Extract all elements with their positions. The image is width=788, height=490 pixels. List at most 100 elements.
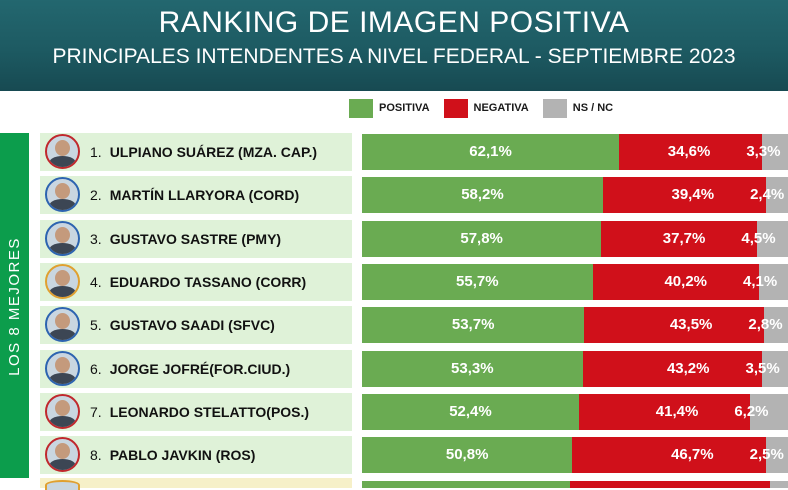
chart-row: 5. GUSTAVO SAADI (SFVC) 53,7% 43,5% 2,8%: [0, 306, 788, 344]
bar-segment-negative: 39,4%: [602, 177, 767, 213]
chart-row: 2. MARTÍN LLARYORA (CORD) 58,2% 39,4% 2,4%: [0, 176, 788, 214]
bar-segment-nsnc: [762, 134, 788, 170]
bar-label-nsnc: 4,1%: [743, 273, 778, 290]
avatar-head: [55, 443, 70, 459]
avatar-body: [49, 286, 76, 297]
legend-label-nsnc: NS / NC: [572, 102, 614, 114]
category-label: 1. ULPIANO SUÁREZ (MZA. CAP.): [90, 133, 317, 171]
bar-label-nsnc: 3,5%: [745, 360, 780, 377]
person-avatar: [45, 134, 80, 169]
chart-header: RANKING DE IMAGEN POSITIVA PRINCIPALES I…: [0, 0, 788, 91]
bar-label-nsnc: 2,4%: [750, 186, 785, 203]
person-avatar: [45, 351, 80, 386]
top-eight-band: [0, 133, 29, 478]
bar-segment-positive: 55,7%: [362, 264, 593, 300]
rank-number: 8.: [90, 447, 102, 463]
legend-item-nsnc: NS / NC: [542, 98, 614, 118]
category-name: PABLO JAVKIN (ROS): [109, 447, 256, 463]
category-name: GUSTAVO SASTRE (PMY): [109, 231, 282, 247]
rank-number: 3.: [90, 231, 102, 247]
avatar-head: [55, 227, 70, 243]
row-label-bg: 8. PABLO JAVKIN (ROS): [40, 436, 352, 474]
category-name: LEONARDO STELATTO(POS.): [109, 404, 310, 420]
bar-segment-positive: 58,2%: [362, 177, 603, 213]
avatar-body: [49, 329, 76, 340]
legend-swatch-nsnc: [542, 98, 567, 118]
category-label: 6. JORGE JOFRÉ(FOR.CIUD.): [90, 350, 290, 388]
person-avatar: [45, 221, 80, 256]
avatar-head: [55, 357, 70, 373]
bar-segment-nsnc: [761, 351, 788, 387]
bar-segment-negative: 34,6%: [619, 134, 763, 170]
chart-row: 3. GUSTAVO SASTRE (PMY) 57,8% 37,7% 4,5%: [0, 220, 788, 258]
bar-label-nsnc: 6,2%: [734, 403, 769, 420]
category-label: 4. EDUARDO TASSANO (CORR): [90, 263, 306, 301]
avatar-head: [55, 140, 70, 156]
bar-segment-nsnc: [764, 307, 788, 343]
bar-segment-negative: 46,7%: [572, 437, 766, 473]
person-avatar: [45, 177, 80, 212]
chart-row: 1. ULPIANO SUÁREZ (MZA. CAP.) 62,1% 34,6% 3,…: [0, 133, 788, 171]
rank-number: 1.: [90, 144, 102, 160]
chart-subtitle: PRINCIPALES INTENDENTES A NIVEL FEDERAL …: [52, 45, 736, 68]
bar-segment-nsnc: [766, 177, 788, 213]
bar-segment-negative: 40,2%: [592, 264, 760, 300]
bar-segment-nsnc: [750, 394, 788, 430]
avatar-body: [49, 199, 76, 210]
stacked-bar: 55,7% 40,2% 4,1%: [362, 264, 788, 300]
stacked-bar: 52,4% 41,4% 6,2%: [362, 394, 788, 430]
chart-row: 6. JORGE JOFRÉ(FOR.CIUD.) 53,3% 43,2% 3,5%: [0, 350, 788, 388]
stacked-bar: 62,1% 34,6% 3,3%: [362, 134, 788, 170]
rank-number: 5.: [90, 317, 102, 333]
category-label: 8. PABLO JAVKIN (ROS): [90, 436, 255, 474]
legend-item-positiva: POSITIVA: [349, 98, 430, 118]
bar-segment-positive: 53,3%: [362, 351, 583, 387]
stacked-bar: 58,2% 39,4% 2,4%: [362, 177, 788, 213]
bar-segment-positive: 53,7%: [362, 307, 585, 343]
rank-number: 6.: [90, 361, 102, 377]
category-name: GUSTAVO SAADI (SFVC): [109, 317, 275, 333]
legend-item-negativa: NEGATIVA: [443, 98, 529, 118]
legend-label-positiva: POSITIVA: [379, 102, 430, 114]
avatar-head: [55, 270, 70, 286]
avatar-head: [55, 183, 70, 199]
next-row-partial: [0, 478, 788, 490]
avatar-body: [49, 416, 76, 427]
chart-title: RANKING DE IMAGEN POSITIVA: [158, 6, 630, 39]
chart-row: 4. EDUARDO TASSANO (CORR) 55,7% 40,2% 4,1%: [0, 263, 788, 301]
bar-segment-nsnc: [759, 264, 788, 300]
rank-number: 7.: [90, 404, 102, 420]
legend-label-negativa: NEGATIVA: [473, 102, 529, 114]
bar-segment-negative: 43,2%: [582, 351, 762, 387]
category-label: 2. MARTÍN LLARYORA (CORD): [90, 176, 299, 214]
bar-segment-negative: 43,5%: [584, 307, 765, 343]
bar-label-nsnc: 3,3%: [746, 143, 781, 160]
avatar-body: [49, 156, 76, 167]
chart-legend: POSITIVA NEGATIVA NS / NC: [349, 98, 627, 118]
category-name: ULPIANO SUÁREZ (MZA. CAP.): [109, 144, 318, 160]
bar-segment-nsnc: [757, 221, 788, 257]
bar-segment-nsnc: [765, 437, 788, 473]
bar-segment-positive: 52,4%: [362, 394, 579, 430]
chart-row: 7. LEONARDO STELATTO(POS.) 52,4% 41,4% 6,2%: [0, 393, 788, 431]
row-label-bg: 7. LEONARDO STELATTO(POS.): [40, 393, 352, 431]
category-name: JORGE JOFRÉ(FOR.CIUD.): [109, 361, 291, 377]
legend-swatch-positiva: [349, 98, 373, 118]
row-label-bg: 5. GUSTAVO SAADI (SFVC): [40, 306, 352, 344]
row-label-bg: 6. JORGE JOFRÉ(FOR.CIUD.): [40, 350, 352, 388]
row-label-bg: 1. ULPIANO SUÁREZ (MZA. CAP.): [40, 133, 352, 171]
avatar-head: [55, 400, 70, 416]
person-avatar: [45, 307, 80, 342]
avatar-body: [49, 243, 76, 254]
category-name: MARTÍN LLARYORA (CORD): [109, 187, 300, 203]
avatar-body: [49, 373, 76, 384]
bar-segment-negative: 37,7%: [601, 221, 758, 257]
category-label: 5. GUSTAVO SAADI (SFVC): [90, 306, 275, 344]
row-label-bg: 3. GUSTAVO SASTRE (PMY): [40, 220, 352, 258]
category-label: 3. GUSTAVO SASTRE (PMY): [90, 220, 281, 258]
stacked-bar: 53,7% 43,5% 2,8%: [362, 307, 788, 343]
person-avatar: [45, 264, 80, 299]
category-name: EDUARDO TASSANO (CORR): [109, 274, 307, 290]
rank-number: 4.: [90, 274, 102, 290]
row-label-bg: 2. MARTÍN LLARYORA (CORD): [40, 176, 352, 214]
